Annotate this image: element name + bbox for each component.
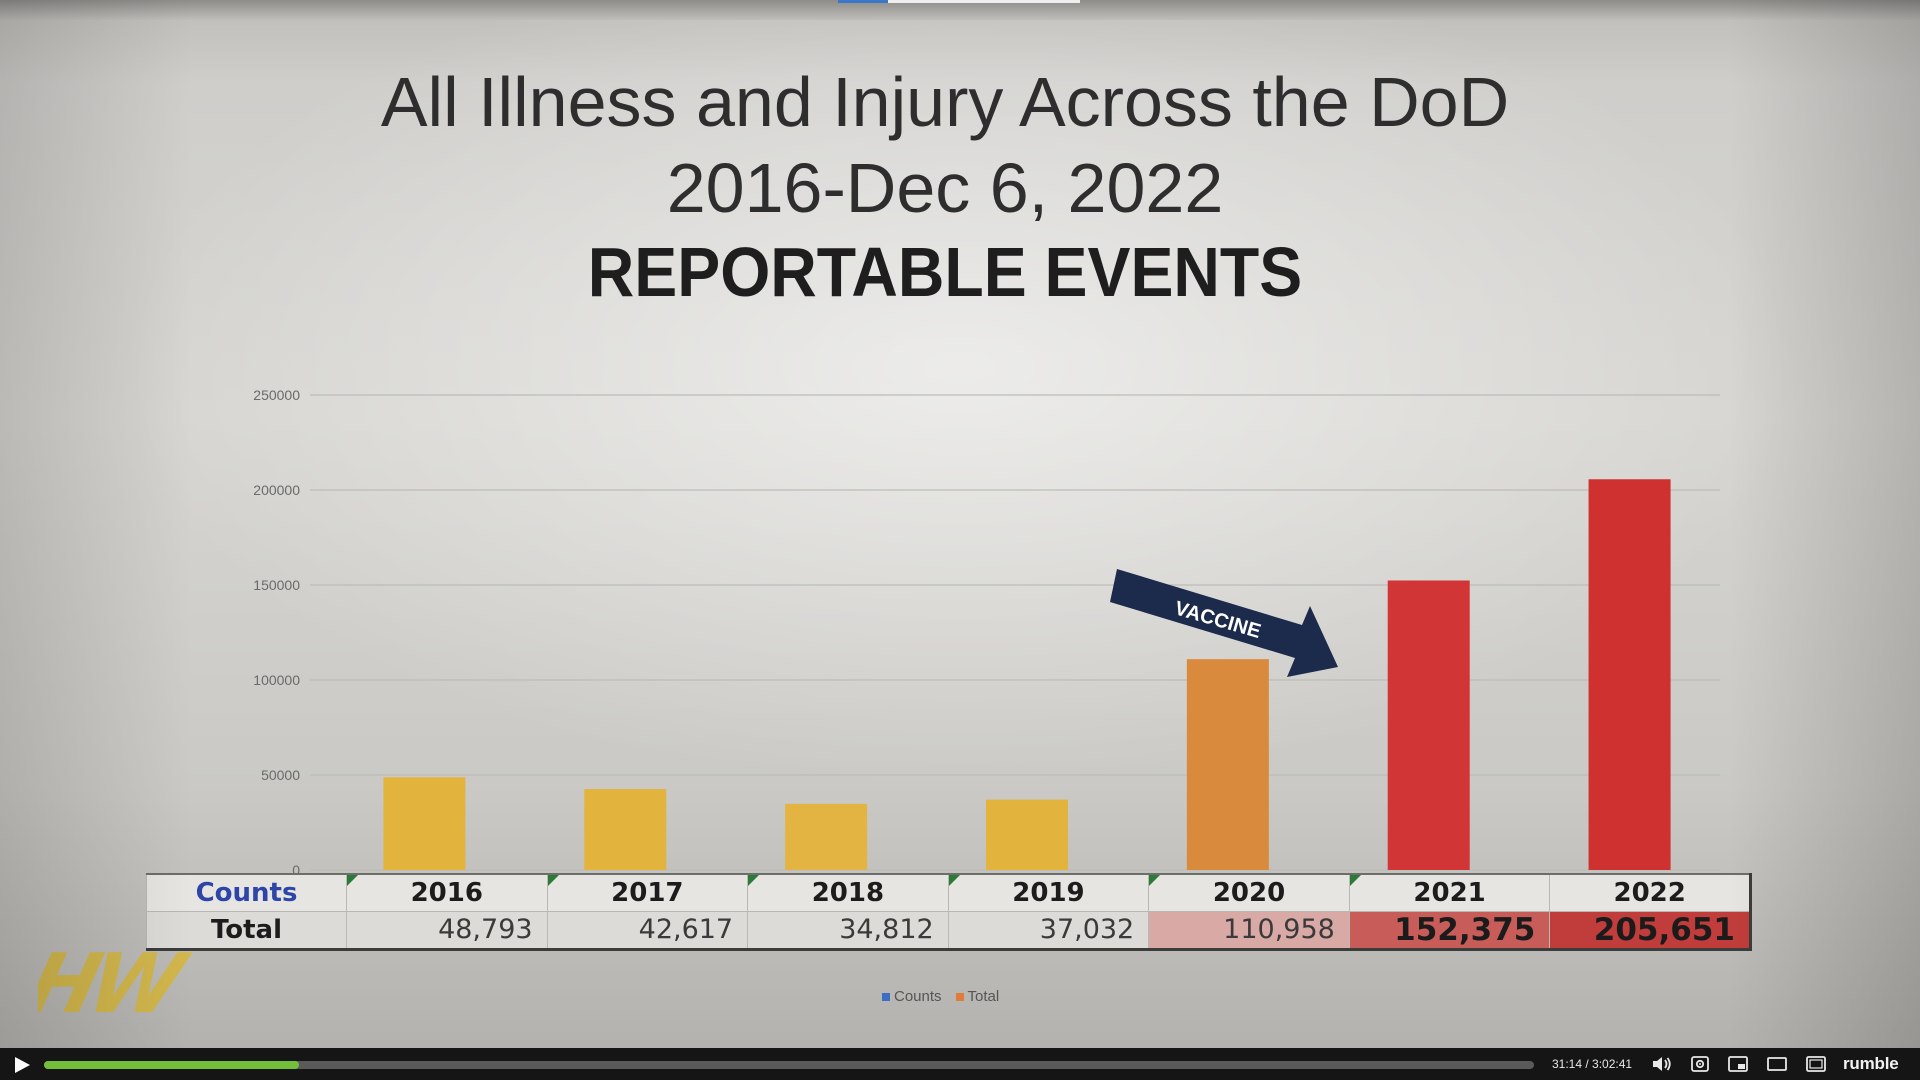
chart-bars (383, 479, 1671, 870)
picture-in-picture-icon[interactable] (1727, 1055, 1749, 1073)
table-year-2017: 2017 (546, 873, 749, 912)
legend-item-total: Total (955, 988, 999, 1005)
y-tick-label-150000: 150000 (253, 577, 300, 593)
y-tick-label-250000: 250000 (253, 387, 300, 403)
settings-gear-icon[interactable] (1689, 1055, 1711, 1073)
bar-2022 (1588, 479, 1671, 870)
table-total-2020: 110,958 (1148, 910, 1350, 951)
hw-logo: HW (38, 938, 198, 1024)
data-table: Counts 2016 2017 2018 2019 2020 2021 202… (146, 873, 1752, 951)
rumble-brand-logo[interactable]: rumble (1843, 1054, 1899, 1073)
volume-icon[interactable] (1651, 1055, 1673, 1073)
bar-2020 (1186, 659, 1269, 870)
progress-fill (44, 1061, 299, 1069)
top-strip (0, 0, 1920, 20)
bar-2019 (986, 799, 1068, 870)
table-year-2020: 2020 (1148, 873, 1350, 912)
progress-bar[interactable] (44, 1061, 1534, 1069)
bar-chart: 0 50000 100000 150000 200000 250000 VACCINE (253, 387, 1720, 878)
top-strip-highlight (888, 0, 1080, 3)
legend-swatch-total (955, 993, 964, 1002)
table-total-2016: 48,793 (346, 910, 548, 951)
chart-y-axis: 0 50000 100000 150000 200000 250000 (253, 387, 300, 878)
y-tick-label-200000: 200000 (253, 482, 300, 498)
table-total-2018: 34,812 (747, 910, 949, 951)
vaccine-arrow-shape (1110, 569, 1338, 677)
chart-gridlines (310, 394, 1720, 871)
bar-2021 (1387, 580, 1470, 870)
table-total-2017: 42,617 (546, 910, 749, 951)
table-year-2021: 2021 (1348, 873, 1551, 912)
table-total-2019: 37,032 (947, 910, 1150, 951)
top-strip-marker (838, 0, 888, 3)
table-total-2021: 152,375 (1348, 910, 1551, 951)
play-icon[interactable] (12, 1056, 32, 1074)
bar-2017 (584, 789, 667, 870)
fullscreen-icon[interactable] (1805, 1055, 1827, 1073)
time-display: 31:14 / 3:02:41 (1552, 1057, 1633, 1071)
slide-title-line-3: REPORTABLE EVENTS (587, 233, 1303, 311)
y-tick-label-50000: 50000 (261, 767, 300, 783)
theater-mode-icon[interactable] (1766, 1055, 1788, 1073)
y-tick-label-0: 0 (292, 862, 300, 878)
bar-2016 (383, 777, 466, 870)
slide-title-line-1: All Illness and Injury Across the DoD (380, 63, 1510, 141)
table-year-2016: 2016 (346, 873, 548, 912)
y-tick-label-100000: 100000 (253, 672, 300, 688)
table-row-label-counts: Counts (146, 873, 347, 912)
legend-item-counts: Counts (882, 988, 942, 1005)
hw-logo-text: HW (38, 938, 198, 1024)
vaccine-arrow: VACCINE (1110, 569, 1338, 677)
table-year-2022: 2022 (1549, 873, 1752, 912)
table-row-label-total: Total (146, 910, 347, 951)
table-header-row: Counts 2016 2017 2018 2019 2020 2021 202… (146, 873, 1752, 912)
video-frame[interactable]: All Illness and Injury Across the DoD 20… (0, 0, 1920, 1048)
bar-2018 (785, 803, 868, 870)
table-year-2019: 2019 (947, 873, 1150, 912)
table-total-2022: 205,651 (1549, 910, 1752, 951)
chart-legend: Counts Total (882, 988, 999, 1005)
slide-title-line-2: 2016-Dec 6, 2022 (666, 149, 1224, 227)
legend-swatch-counts (882, 993, 890, 1002)
table-total-row: Total 48,793 42,617 34,812 37,032 110,95… (146, 910, 1752, 951)
table-year-2018: 2018 (747, 873, 949, 912)
player-controls: 31:14 / 3:02:41 rumble (0, 1048, 1920, 1080)
